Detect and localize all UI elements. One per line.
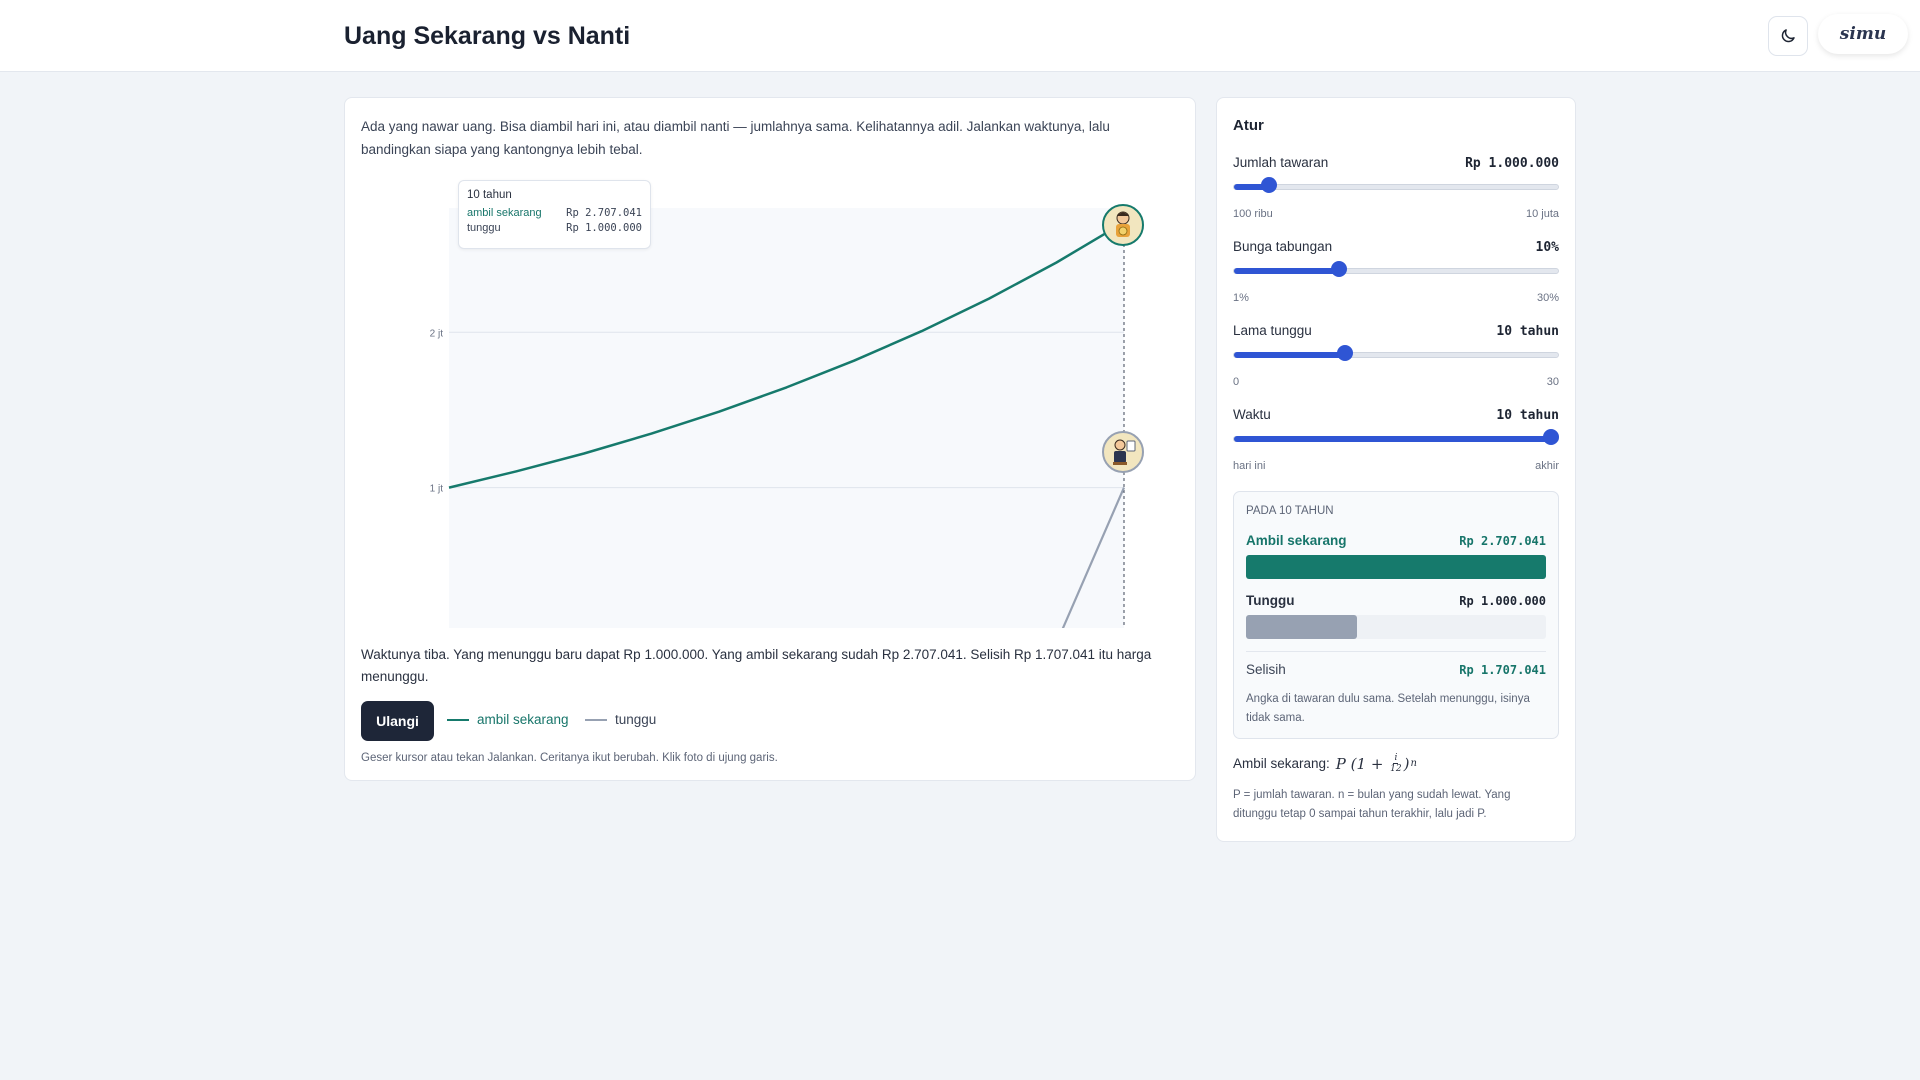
formula-note: P = jumlah tawaran. n = bulan yang sudah… xyxy=(1233,789,1511,820)
y-tick-label: 2 jt xyxy=(430,328,444,339)
simulation-card: Ada yang nawar uang. Bisa diambil hari i… xyxy=(344,97,1196,781)
control-label: Lama tunggu xyxy=(1233,323,1312,338)
control-time: Waktu 10 tahun hari ini akhir xyxy=(1233,407,1559,472)
theme-toggle-button[interactable] xyxy=(1768,16,1808,56)
legend-item-wait: tunggu xyxy=(585,712,656,727)
slider-min: 1% xyxy=(1233,292,1249,304)
result-bar-wait xyxy=(1246,615,1546,639)
control-label: Jumlah tawaran xyxy=(1233,155,1329,170)
settings-panel: Atur Jumlah tawaran Rp 1.000.000 100 rib… xyxy=(1216,97,1576,842)
legend-label-now: ambil sekarang xyxy=(477,712,569,727)
logo-text: simu xyxy=(1839,24,1887,44)
tooltip-now-label: ambil sekarang xyxy=(467,207,542,219)
result-heading: PADA 10 TAHUN xyxy=(1246,505,1334,517)
top-bar: Uang Sekarang vs Nanti simu xyxy=(0,0,1920,72)
page-title: Uang Sekarang vs Nanti xyxy=(344,22,631,50)
slider-track[interactable] xyxy=(1233,352,1559,358)
control-value: Rp 1.000.000 xyxy=(1465,156,1559,171)
slider-max: 30 xyxy=(1546,376,1559,388)
slider-fill xyxy=(1234,352,1347,358)
result-bar-wait-fill xyxy=(1246,615,1357,639)
control-offer-amount: Jumlah tawaran Rp 1.000.000 100 ribu 10 … xyxy=(1233,155,1559,220)
slider-range: 1% 30% xyxy=(1233,292,1559,304)
person-waiting-icon xyxy=(1113,439,1136,465)
formula-label: Ambil sekarang: xyxy=(1233,756,1330,771)
legend-swatch-wait xyxy=(585,718,607,721)
legend-label-wait: tunggu xyxy=(615,712,657,727)
panel-title: Atur xyxy=(1233,117,1264,134)
slider-thumb[interactable] xyxy=(1260,177,1277,193)
y-tick-label: 1 jt xyxy=(430,484,444,495)
control-value: 10 tahun xyxy=(1496,408,1559,423)
slider-max: 10 juta xyxy=(1525,208,1559,220)
result-row-wait: Tunggu Rp 1.000.000 xyxy=(1246,593,1546,608)
control-wait-duration: Lama tunggu 10 tahun 0 30 xyxy=(1233,323,1559,388)
slider-max: 30% xyxy=(1536,292,1559,304)
control-interest-rate: Bunga tabungan 10% 1% 30% xyxy=(1233,239,1559,304)
slider-track[interactable] xyxy=(1233,184,1559,190)
result-wait-label: Tunggu xyxy=(1246,593,1295,608)
replay-button[interactable]: Ulangi xyxy=(361,701,434,741)
formula-math: P (1 + i 12) n xyxy=(1335,753,1417,774)
result-note: Angka di tawaran dulu sama. Setelah menu… xyxy=(1246,693,1530,724)
result-row-now: Ambil sekarang Rp 2.707.041 xyxy=(1246,533,1546,548)
slider-track[interactable] xyxy=(1233,436,1559,442)
control-value: 10% xyxy=(1535,240,1559,255)
result-bar-now xyxy=(1246,555,1546,579)
avatar-wait-photo[interactable] xyxy=(1102,431,1144,473)
series-line-wait xyxy=(1061,487,1126,628)
result-divider xyxy=(1246,651,1546,652)
slider-max: akhir xyxy=(1535,460,1559,472)
result-now-label: Ambil sekarang xyxy=(1246,533,1347,548)
control-value: 10 tahun xyxy=(1496,324,1559,339)
simu-logo[interactable]: simu xyxy=(1818,14,1908,54)
hint-text: Geser kursor atau tekan Jalankan. Cerita… xyxy=(361,752,778,764)
slider-min: hari ini xyxy=(1233,460,1266,472)
avatar-now-photo[interactable] xyxy=(1102,204,1144,246)
formula: Ambil sekarang: P (1 + i 12) n xyxy=(1233,753,1417,774)
slider-fill xyxy=(1234,184,1270,190)
result-now-value: Rp 2.707.041 xyxy=(1459,534,1546,548)
growth-chart[interactable]: 01 jt2 jt0246810tahun xyxy=(345,168,1197,628)
control-label: Bunga tabungan xyxy=(1233,239,1333,254)
slider-min: 100 ribu xyxy=(1233,208,1273,220)
chart-tooltip: 10 tahun ambil sekarang Rp 2.707.041 tun… xyxy=(458,180,651,249)
legend-item-now: ambil sekarang xyxy=(447,712,569,727)
tooltip-row-wait: tunggu Rp 1.000.000 xyxy=(467,221,642,236)
tooltip-title: 10 tahun xyxy=(467,189,512,201)
person-with-money-icon xyxy=(1116,211,1130,237)
slider-thumb[interactable] xyxy=(1330,261,1347,277)
result-diff-label: Selisih xyxy=(1246,662,1286,677)
result-row-diff: Selisih Rp 1.707.041 xyxy=(1246,662,1546,677)
story-text: Waktunya tiba. Yang menunggu baru dapat … xyxy=(361,647,1152,684)
slider-thumb[interactable] xyxy=(1543,429,1559,445)
slider-range: 100 ribu 10 juta xyxy=(1233,208,1559,220)
tooltip-wait-value: Rp 1.000.000 xyxy=(566,222,642,234)
series-line-now xyxy=(448,221,1125,489)
moon-icon xyxy=(1781,29,1795,43)
slider-thumb[interactable] xyxy=(1337,345,1354,361)
slider-track[interactable] xyxy=(1233,268,1559,274)
control-label: Waktu xyxy=(1233,407,1271,422)
tooltip-wait-label: tunggu xyxy=(467,222,501,234)
tooltip-now-value: Rp 2.707.041 xyxy=(566,207,642,219)
tooltip-row-now: ambil sekarang Rp 2.707.041 xyxy=(467,206,642,221)
slider-range: 0 30 xyxy=(1233,376,1559,388)
slider-min: 0 xyxy=(1233,376,1240,388)
legend-swatch-now xyxy=(447,718,469,721)
result-box: PADA 10 TAHUN Ambil sekarang Rp 2.707.04… xyxy=(1233,491,1559,739)
result-wait-value: Rp 1.000.000 xyxy=(1459,594,1546,608)
plot-area xyxy=(449,208,1124,628)
intro-text: Ada yang nawar uang. Bisa diambil hari i… xyxy=(361,119,1110,157)
result-diff-value: Rp 1.707.041 xyxy=(1459,663,1546,677)
slider-fill xyxy=(1234,436,1552,442)
slider-fill xyxy=(1234,268,1340,274)
result-bar-now-fill xyxy=(1246,555,1546,579)
slider-range: hari ini akhir xyxy=(1233,460,1559,472)
